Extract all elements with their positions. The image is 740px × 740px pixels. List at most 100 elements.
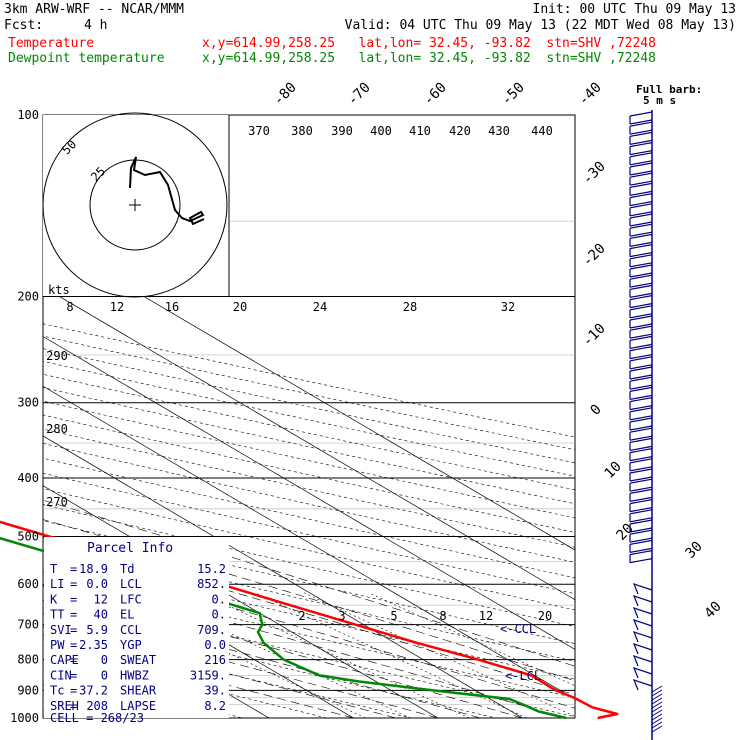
moist-adiabat (43, 612, 439, 718)
wind-barb-flag (651, 701, 663, 709)
wind-barb-flag (629, 274, 653, 280)
moist-adiabat (43, 625, 396, 718)
parcel-key: EL (120, 608, 134, 622)
speed-tick-label: 20 (233, 300, 247, 314)
wind-barb-flag (629, 121, 653, 127)
wind-barb-flag (629, 303, 653, 309)
pressure-tick-label: 1000 (10, 711, 39, 725)
parcel-value: 12 (94, 592, 108, 606)
wind-barb-flag (629, 558, 653, 564)
wind-barb-flag (629, 437, 653, 443)
model-title: 3km ARW-WRF -- NCAR/MMM (4, 2, 185, 17)
dry-adiabat (43, 504, 575, 627)
wind-barb-flag (629, 190, 653, 196)
hodograph-trace (129, 156, 205, 226)
speed-tick-label: 8 (66, 300, 73, 314)
parcel-key: LAPSE (120, 699, 156, 713)
isotherm-label: -30 (580, 159, 609, 188)
pressure-tick-label: 100 (17, 108, 39, 122)
wind-barb-flag (629, 405, 653, 411)
wind-barb-flag (629, 111, 653, 117)
parcel-eq: = (70, 623, 77, 637)
wind-barb-flag (629, 496, 653, 502)
isotherm-line (0, 115, 37, 731)
temperature-label: Temperature (8, 36, 95, 51)
wind-barb-flag (629, 456, 653, 462)
wind-barb-flag (629, 415, 653, 421)
wind-barb-flag (629, 213, 653, 219)
wind-barb-flag (629, 295, 653, 301)
parcel-value: 3159. (190, 668, 226, 682)
wind-barb-flag (629, 519, 653, 525)
parcel-key: LCL (120, 577, 142, 591)
init-time: Init: 00 UTC Thu 09 May 13 (532, 2, 737, 17)
parcel-value: 5.9 (86, 623, 108, 637)
wind-barb-flag (629, 364, 653, 370)
wind-barb-flag (629, 162, 653, 168)
parcel-key: CIN (50, 668, 72, 682)
wind-barb-flag (629, 386, 653, 392)
wind-barb-flag (629, 529, 653, 535)
wind-barb-flag (629, 486, 653, 492)
dewpoint-location-info: x,y=614.99,258.25 lat,lon= 32.45, -93.82… (202, 51, 656, 66)
wind-barb-flag (629, 417, 653, 423)
wind-barb-flag (629, 172, 653, 178)
pressure-tick-label: 700 (17, 618, 39, 632)
wind-barb-flag (651, 721, 663, 729)
parcel-key: CAPE (50, 653, 79, 667)
theta-label: 380 (291, 124, 313, 138)
pressure-tick-label: 600 (17, 577, 39, 591)
theta-label: 400 (370, 124, 392, 138)
parcel-value: 216 (204, 653, 226, 667)
parcel-key: SVI (50, 623, 72, 637)
wind-barb-flag (629, 119, 653, 125)
parcel-key: PW (50, 638, 65, 652)
theta-label: 390 (331, 124, 353, 138)
wind-barb-flag (629, 142, 653, 148)
wind-barb-flag (629, 254, 653, 260)
wind-barb-flag (632, 607, 653, 619)
wind-barb-flag (629, 193, 653, 199)
pressure-tick-label: 200 (17, 290, 39, 304)
speed-tick-label: 12 (110, 300, 124, 314)
theta-label: 410 (409, 124, 431, 138)
wind-barb-flag (629, 244, 653, 250)
parcel-key: YGP (120, 638, 142, 652)
wind-barb-flag (629, 550, 653, 556)
wind-barb-flag (629, 211, 653, 217)
parcel-key: Td (120, 562, 134, 576)
parcel-key: HWBZ (120, 668, 149, 682)
wind-barb-flag (629, 466, 653, 472)
isotherm-line (43, 336, 575, 650)
wind-barb-flag (629, 445, 653, 451)
background-lines (0, 114, 576, 731)
parcel-value: 0.0 (86, 577, 108, 591)
wind-barb-flag (629, 282, 653, 288)
wind-barb-flag (629, 346, 653, 352)
mixing-ratio-label: 12 (479, 609, 493, 623)
wind-barb-flag (651, 693, 663, 701)
wind-barb-flag (632, 583, 653, 595)
parcel-value: 0.0 (204, 638, 226, 652)
isotherm-line (43, 236, 575, 551)
isotherm-line (43, 286, 575, 601)
parcel-key: SHEAR (120, 684, 157, 698)
wind-barb-flag (629, 180, 653, 186)
wind-barb-flag (629, 488, 653, 494)
mixing-ratio-line (102, 592, 366, 718)
wind-barb-flag (632, 631, 653, 643)
isotherm-label: -20 (580, 241, 609, 270)
valid-time: Valid: 04 UTC Thu 09 May 13 (22 MDT Wed … (344, 18, 736, 33)
wind-barb-flag (629, 152, 653, 158)
wind-barb-flag (629, 182, 653, 188)
parcel-key: Tc (50, 684, 64, 698)
wind-barb-flag (629, 201, 653, 207)
wind-barb-flag (629, 292, 653, 298)
parcel-title: Parcel Info (87, 541, 173, 556)
dry-adiabat (43, 520, 575, 645)
wind-barb-flag (651, 709, 663, 717)
wind-barb-flag (629, 170, 653, 176)
wind-barb-flag (629, 315, 653, 321)
wind-barb-flag (629, 313, 653, 319)
